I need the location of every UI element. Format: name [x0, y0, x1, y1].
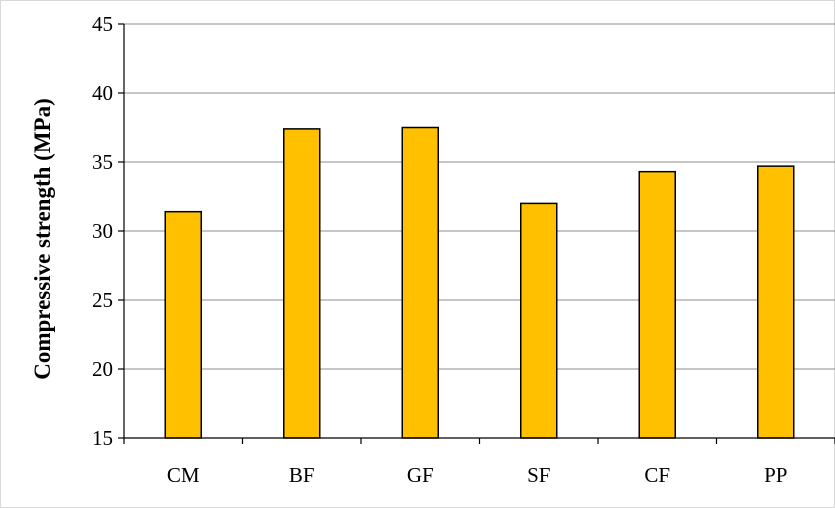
x-tick-label-cf: CF — [644, 463, 670, 487]
x-tick-label-bf: BF — [289, 463, 315, 487]
gridlines — [124, 23, 835, 370]
bar-cm — [164, 210, 202, 439]
y-tick-label-1: 20 — [92, 357, 113, 381]
x-tick-label-sf: SF — [527, 463, 550, 487]
y-tick-label-6: 45 — [92, 12, 113, 36]
y-tick-label-0: 15 — [92, 426, 113, 450]
bar-pp — [757, 165, 795, 439]
y-tick-labels: 15 20 25 30 35 40 45 — [92, 12, 113, 450]
y-tick-label-4: 35 — [92, 150, 113, 174]
y-tick-label-2: 25 — [92, 288, 113, 312]
bars — [164, 126, 795, 439]
y-tick-label-5: 40 — [92, 81, 113, 105]
x-tick-labels: CM BF GF SF CF PP — [167, 463, 788, 487]
bar-sf — [520, 202, 558, 439]
axes — [118, 23, 835, 444]
bar-gf — [401, 126, 439, 439]
y-tick-label-3: 30 — [92, 219, 113, 243]
x-tick-label-pp: PP — [764, 463, 787, 487]
bar-cf — [638, 170, 676, 439]
x-tick-label-cm: CM — [167, 463, 200, 487]
y-axis-label: Compressive strength (MPa) — [30, 98, 55, 380]
x-tick-label-gf: GF — [407, 463, 434, 487]
bar-bf — [283, 128, 321, 439]
